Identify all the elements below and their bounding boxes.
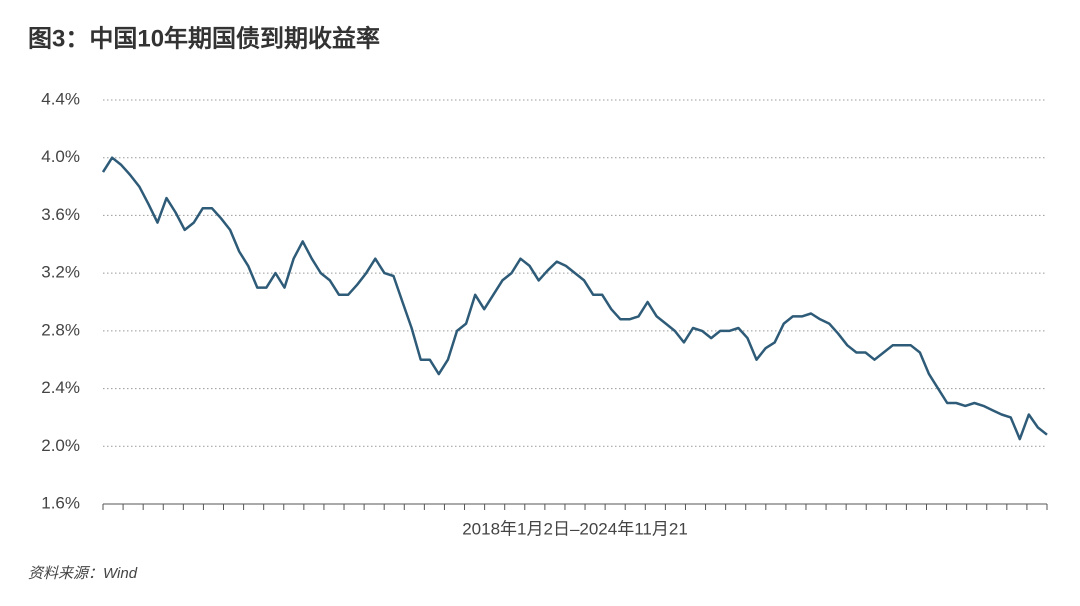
x-axis-label: 2018年1月2日–2024年11月21 xyxy=(462,519,688,538)
y-tick-label: 3.6% xyxy=(41,205,80,224)
data-line xyxy=(101,156,1048,441)
y-tick-label: 4.4% xyxy=(41,89,80,108)
y-tick-label: 2.8% xyxy=(41,320,80,339)
y-tick-label: 3.2% xyxy=(41,263,80,282)
chart-title: 图3：中国10年期国债到期收益率 xyxy=(28,24,380,52)
y-tick-label: 1.6% xyxy=(41,493,80,512)
y-tick-label: 4.0% xyxy=(41,147,80,166)
y-tick-label: 2.4% xyxy=(41,378,80,397)
y-tick-label: 2.0% xyxy=(41,436,80,455)
source-note: 资料来源：Wind xyxy=(28,565,138,582)
